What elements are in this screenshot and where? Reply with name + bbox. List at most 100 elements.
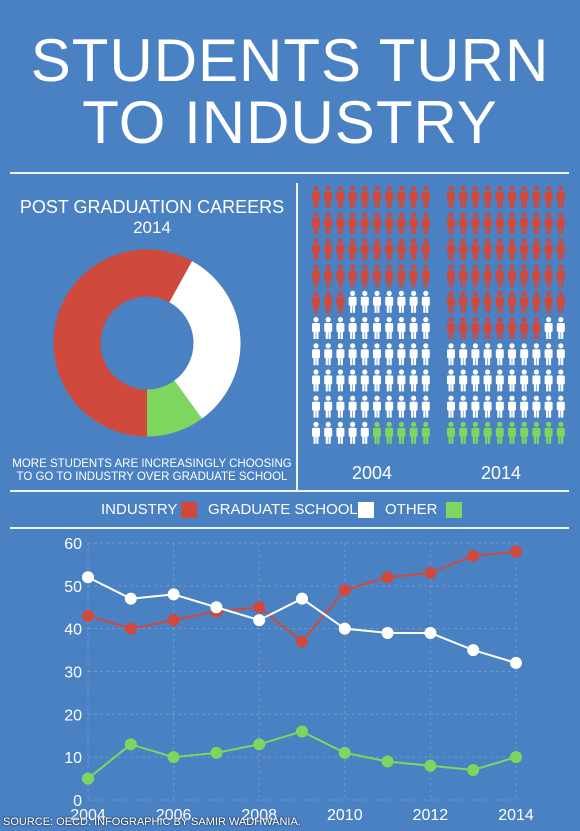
person-icon-head — [460, 343, 466, 349]
person-icon-leg — [401, 435, 404, 444]
person-icon-body — [385, 270, 394, 280]
person-icon-head — [497, 238, 503, 244]
y-tick-label: 0 — [73, 793, 82, 810]
person-icon-body — [409, 427, 418, 437]
person-icon-leg — [485, 304, 488, 313]
person-icon-leg — [398, 304, 402, 313]
person-icon-head — [362, 238, 368, 244]
person-icon-body — [459, 323, 468, 332]
person-icon-leg — [423, 435, 426, 444]
person-icon-head — [386, 369, 392, 375]
person-icon-leg — [472, 226, 476, 235]
person-icon-body — [544, 270, 553, 280]
person-icon — [483, 343, 492, 366]
person-icon — [373, 212, 381, 235]
person-icon-body — [312, 349, 320, 359]
person-icon-head — [362, 395, 368, 401]
person-icon — [483, 369, 492, 392]
person-icon-body — [373, 218, 381, 228]
person-icon-head — [448, 369, 454, 375]
person-icon-leg — [509, 304, 512, 313]
person-icon-body — [544, 192, 553, 201]
person-icon-head — [411, 421, 417, 427]
person-icon-leg — [500, 226, 503, 235]
person-icon-leg — [401, 357, 404, 366]
person-icon — [532, 395, 541, 418]
person-icon — [471, 421, 480, 444]
person-icon-head — [448, 264, 454, 270]
person-icon-head — [398, 290, 404, 296]
person-icon — [312, 343, 320, 366]
person-icon-head — [521, 290, 527, 296]
person-icon-head — [386, 395, 392, 401]
person-icon-leg — [426, 383, 429, 392]
person-icon-leg — [328, 200, 331, 208]
person-icon-leg — [487, 357, 491, 366]
person-icon-leg — [448, 304, 451, 313]
person-icon-body — [471, 244, 480, 254]
person-icon-leg — [500, 331, 503, 339]
person-icon-leg — [548, 357, 552, 366]
person-icon-leg — [413, 200, 417, 208]
person-icon — [385, 317, 394, 339]
person-icon-head — [546, 212, 552, 218]
person-icon-head — [325, 395, 331, 401]
person-icon — [495, 212, 504, 235]
person-icon-head — [398, 317, 404, 323]
person-icon-leg — [533, 357, 537, 366]
person-icon-body — [471, 270, 480, 280]
person-icon-head — [485, 317, 491, 323]
person-icon-body — [508, 401, 516, 411]
person-icon-head — [485, 290, 491, 296]
person-icon-leg — [423, 226, 426, 235]
person-icon-leg — [401, 331, 404, 339]
person-icon-leg — [413, 278, 417, 287]
person-icon-leg — [411, 200, 414, 208]
person-icon-leg — [328, 409, 331, 418]
person-icon-leg — [316, 435, 319, 444]
person-icon-leg — [512, 226, 515, 235]
person-icon-leg — [487, 226, 491, 235]
person-icon-body — [471, 427, 480, 437]
person-icon-head — [313, 395, 319, 401]
person-icon — [532, 264, 541, 287]
person-icon-leg — [377, 226, 380, 235]
person-icon-head — [533, 369, 540, 375]
person-icon-head — [337, 290, 343, 296]
person-icon — [447, 264, 455, 287]
person-icon-body — [421, 270, 430, 280]
person-icon — [483, 186, 492, 208]
person-icon-leg — [374, 383, 377, 392]
person-icon-leg — [350, 435, 353, 444]
person-icon-leg — [365, 226, 368, 235]
person-icon-leg — [561, 278, 564, 287]
person-icon-leg — [426, 304, 429, 313]
person-icon-leg — [487, 383, 491, 392]
person-icon — [544, 369, 553, 392]
donut-caption-line-1: MORE STUDENTS ARE INCREASINGLY CHOOSING — [12, 458, 292, 470]
person-icon — [421, 421, 430, 444]
person-icon-body — [532, 401, 541, 411]
person-icon-leg — [460, 278, 463, 287]
person-icon-head — [509, 238, 515, 244]
data-point-other — [167, 751, 180, 764]
person-icon-leg — [536, 200, 539, 208]
person-icon-leg — [389, 435, 392, 444]
person-icon — [544, 264, 553, 287]
person-icon-leg — [398, 252, 402, 261]
person-icon-head — [423, 186, 429, 192]
person-icon-body — [483, 349, 492, 359]
person-icon-head — [558, 317, 564, 323]
person-icon-head — [411, 264, 417, 270]
person-icon-leg — [521, 278, 524, 287]
person-icon-head — [521, 317, 527, 323]
person-icon — [397, 421, 406, 444]
person-icon — [373, 421, 381, 444]
person-icon — [544, 343, 553, 366]
person-icon — [556, 421, 565, 444]
person-icon-head — [325, 421, 331, 427]
person-icon-body — [385, 427, 394, 437]
person-icon — [373, 395, 381, 418]
person-icon-leg — [313, 200, 316, 208]
person-icon-head — [472, 395, 478, 401]
